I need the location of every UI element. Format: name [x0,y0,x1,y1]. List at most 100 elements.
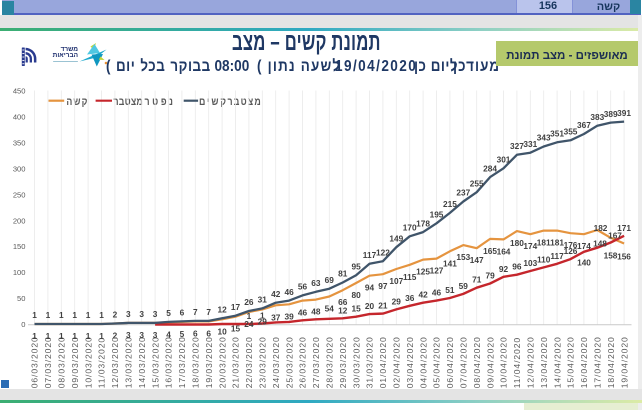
svg-text:69: 69 [325,275,335,285]
svg-text:48: 48 [311,307,321,317]
svg-text:300: 300 [13,164,26,173]
svg-text:7: 7 [206,307,211,317]
svg-text:176: 176 [564,240,578,250]
svg-text:140: 140 [577,258,591,268]
svg-text:13/03/2020: 13/03/2020 [124,336,134,388]
svg-text:6: 6 [206,328,211,338]
svg-text:94: 94 [365,283,375,293]
svg-text:200: 200 [13,216,26,225]
svg-text:4: 4 [166,329,171,339]
svg-text:3: 3 [153,330,158,340]
svg-text:20/03/2020: 20/03/2020 [217,336,227,388]
svg-text:171: 171 [617,223,631,233]
svg-text:351: 351 [550,129,564,139]
svg-text:37: 37 [271,312,281,322]
svg-text:30/03/2020: 30/03/2020 [351,336,361,388]
svg-text:05/04/2020: 05/04/2020 [432,336,442,388]
svg-text:2: 2 [113,331,118,341]
svg-text:103: 103 [523,258,537,268]
svg-text:6: 6 [193,328,198,338]
svg-text:80: 80 [351,290,361,300]
svg-text:31: 31 [258,295,268,305]
svg-text:182: 182 [594,223,608,233]
svg-text:51: 51 [445,285,455,295]
svg-text:81: 81 [338,269,348,279]
svg-text:54: 54 [325,304,335,314]
svg-text:3: 3 [126,309,131,319]
svg-text:28/03/2020: 28/03/2020 [325,336,335,388]
svg-text:343: 343 [537,133,551,143]
svg-text:237: 237 [456,188,470,198]
svg-text:63: 63 [311,278,321,288]
svg-text:11/04/2020: 11/04/2020 [512,337,522,388]
svg-text:1: 1 [32,331,37,341]
svg-text:383: 383 [590,112,604,122]
svg-text:10/03/2020: 10/03/2020 [83,336,93,388]
svg-text:115: 115 [403,272,417,282]
svg-text:7: 7 [193,307,198,317]
svg-text:18/03/2020: 18/03/2020 [191,336,201,388]
svg-text:56: 56 [298,282,308,292]
svg-text:79: 79 [485,271,495,281]
svg-text:08/04/2020: 08/04/2020 [472,336,482,388]
svg-text:06/04/2020: 06/04/2020 [445,336,455,388]
svg-text:125: 125 [416,267,430,277]
svg-text:126: 126 [564,246,578,256]
svg-text:327: 327 [510,141,524,151]
svg-text:3: 3 [153,309,158,319]
svg-text:391: 391 [617,108,631,118]
svg-text:21: 21 [378,301,388,311]
svg-text:15: 15 [231,324,241,334]
svg-text:195: 195 [430,210,444,220]
svg-text:12/04/2020: 12/04/2020 [526,336,536,388]
svg-text:1: 1 [72,331,77,341]
svg-text:174: 174 [523,241,537,251]
svg-text:39: 39 [284,311,294,321]
svg-text:29: 29 [258,316,268,326]
svg-text:03/04/2020: 03/04/2020 [405,336,415,388]
svg-text:19/03/2020: 19/03/2020 [204,336,214,388]
svg-text:17/04/2020: 17/04/2020 [593,336,603,388]
svg-text:100: 100 [13,268,26,277]
svg-text:400: 400 [13,113,26,122]
svg-text:181: 181 [550,238,564,248]
svg-text:1: 1 [46,331,51,341]
svg-text:156: 156 [617,252,631,262]
svg-text:13/04/2020: 13/04/2020 [539,336,549,388]
svg-text:36: 36 [405,293,415,303]
svg-text:181: 181 [537,238,551,248]
svg-text:46: 46 [284,287,294,297]
svg-text:1: 1 [86,331,91,341]
svg-text:1: 1 [72,310,77,320]
svg-text:21/03/2020: 21/03/2020 [231,336,241,388]
svg-text:1: 1 [260,311,265,321]
svg-text:16/03/2020: 16/03/2020 [164,336,174,388]
svg-text:15/04/2020: 15/04/2020 [566,336,576,388]
svg-text:3: 3 [126,330,131,340]
svg-text:255: 255 [470,178,484,188]
svg-text:66: 66 [338,297,348,307]
svg-text:141: 141 [443,258,457,268]
svg-text:22/03/2020: 22/03/2020 [244,336,254,388]
svg-text:09/04/2020: 09/04/2020 [485,336,495,388]
svg-text:153: 153 [456,252,470,262]
svg-text:09/03/2020: 09/03/2020 [70,336,80,388]
svg-text:6: 6 [180,308,185,318]
svg-text:1: 1 [32,310,37,320]
svg-text:2: 2 [113,310,118,320]
svg-text:29/03/2020: 29/03/2020 [338,336,348,388]
svg-text:12/03/2020: 12/03/2020 [110,336,120,388]
svg-text:284: 284 [483,163,497,173]
svg-text:110: 110 [537,254,551,264]
svg-text:3: 3 [139,309,144,319]
svg-text:148: 148 [593,239,607,249]
svg-text:50: 50 [17,294,25,303]
svg-text:0: 0 [21,320,25,329]
svg-text:158: 158 [604,251,618,261]
svg-text:96: 96 [512,262,522,272]
svg-text:215: 215 [443,199,457,209]
svg-text:26/03/2020: 26/03/2020 [298,336,308,388]
svg-text:450: 450 [13,87,26,96]
svg-text:165: 165 [483,246,497,256]
svg-text:107: 107 [389,276,403,286]
